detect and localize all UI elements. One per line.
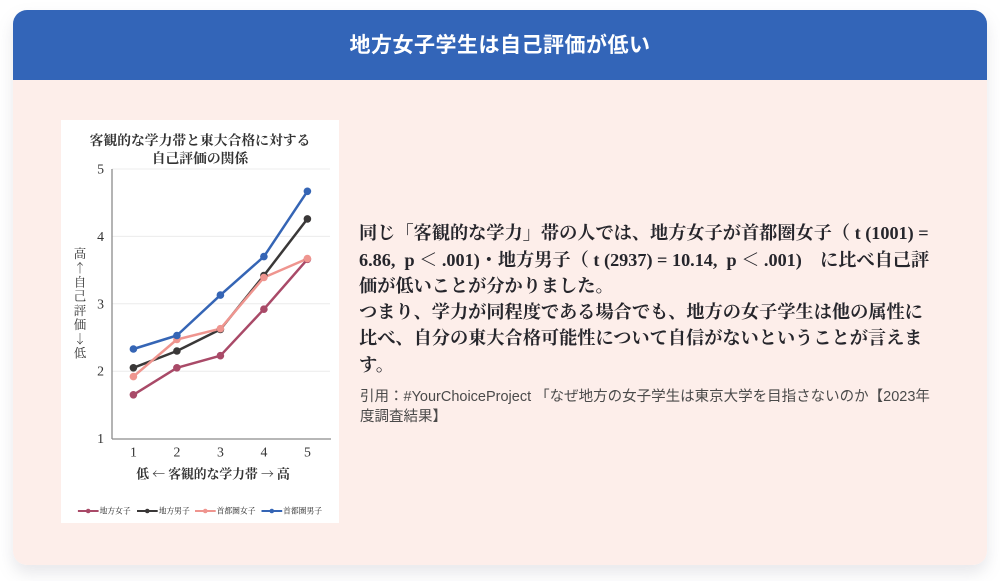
svg-text:4: 4 <box>97 229 104 244</box>
svg-text:評: 評 <box>74 304 87 318</box>
svg-text:3: 3 <box>97 296 104 311</box>
svg-text:1: 1 <box>130 445 137 460</box>
svg-text:客観的な学力帯と東大合格に対する: 客観的な学力帯と東大合格に対する <box>90 132 311 148</box>
svg-text:2: 2 <box>97 364 104 379</box>
svg-text:首都圏男子: 首都圏男子 <box>283 506 322 516</box>
svg-text:自: 自 <box>74 276 87 290</box>
svg-text:地方男子: 地方男子 <box>159 506 190 516</box>
svg-text:5: 5 <box>304 445 311 460</box>
svg-text:↓: ↓ <box>74 329 87 347</box>
svg-text:首都圏女子: 首都圏女子 <box>217 506 256 516</box>
svg-text:価: 価 <box>74 318 87 332</box>
svg-text:1: 1 <box>97 431 104 446</box>
svg-text:4: 4 <box>260 445 267 460</box>
svg-text:↑: ↑ <box>74 258 87 276</box>
svg-text:自己評価の関係: 自己評価の関係 <box>152 150 250 166</box>
svg-text:低 ← 客観的な学力帯 → 高: 低 ← 客観的な学力帯 → 高 <box>136 463 290 482</box>
svg-text:3: 3 <box>217 445 224 460</box>
svg-text:低: 低 <box>74 347 87 361</box>
svg-text:己: 己 <box>74 290 87 304</box>
svg-text:5: 5 <box>97 162 104 177</box>
svg-text:高: 高 <box>74 247 87 261</box>
svg-text:2: 2 <box>173 445 180 460</box>
svg-text:地方女子: 地方女子 <box>100 506 131 516</box>
